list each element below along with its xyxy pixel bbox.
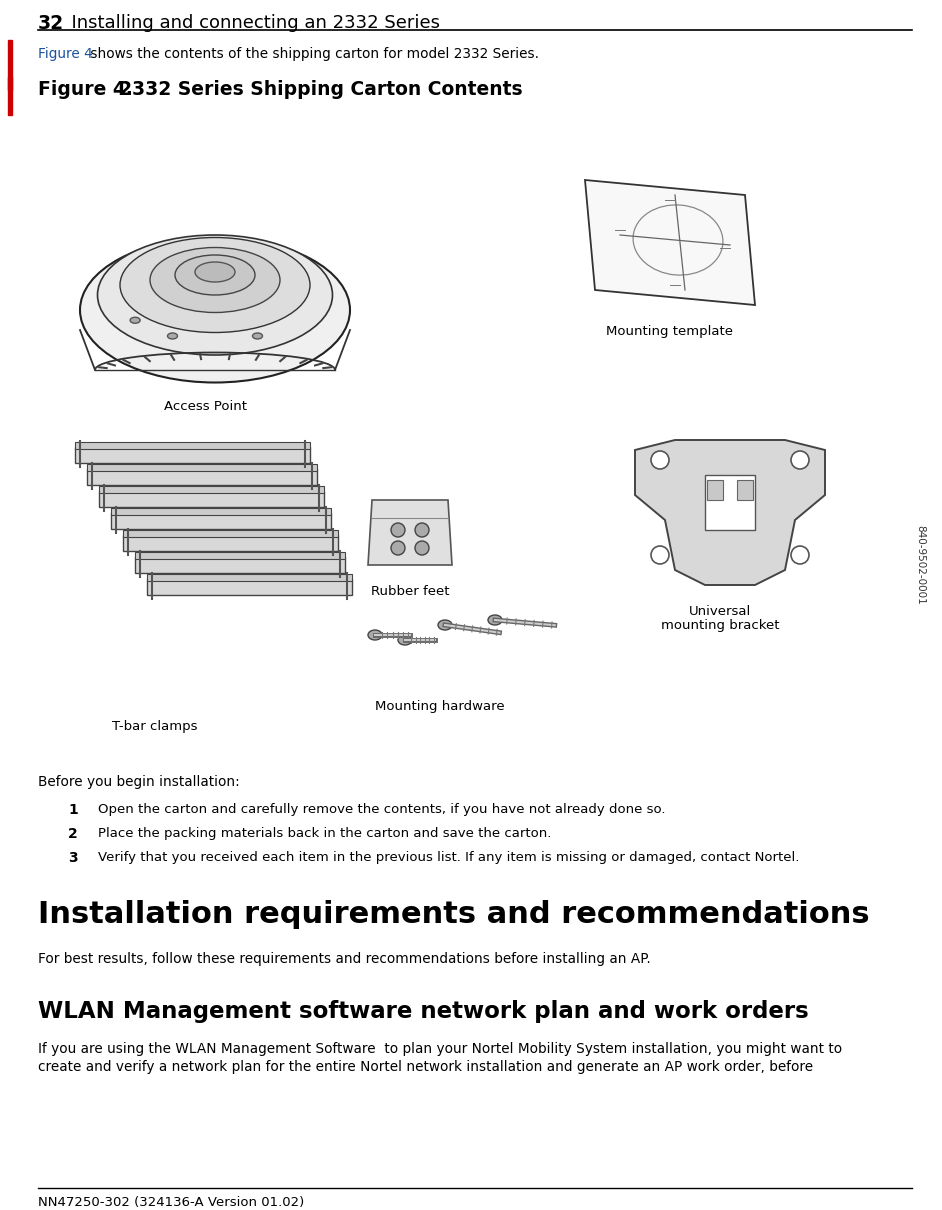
Text: Figure 4: Figure 4 — [38, 47, 92, 60]
Ellipse shape — [175, 255, 255, 295]
Ellipse shape — [80, 237, 350, 382]
FancyBboxPatch shape — [147, 574, 352, 581]
Ellipse shape — [252, 333, 263, 339]
Circle shape — [415, 541, 429, 555]
Text: 1: 1 — [68, 803, 78, 817]
Text: Open the carton and carefully remove the contents, if you have not already done : Open the carton and carefully remove the… — [98, 803, 665, 816]
Ellipse shape — [98, 235, 333, 355]
FancyBboxPatch shape — [147, 580, 352, 595]
Text: shows the contents of the shipping carton for model 2332 Series.: shows the contents of the shipping carto… — [86, 47, 539, 60]
Bar — [8, 77, 12, 115]
Ellipse shape — [488, 615, 502, 626]
FancyBboxPatch shape — [99, 491, 324, 507]
Text: Mounting hardware: Mounting hardware — [375, 701, 505, 713]
Ellipse shape — [368, 630, 382, 640]
Ellipse shape — [130, 317, 140, 323]
Polygon shape — [585, 180, 755, 305]
Ellipse shape — [150, 248, 280, 312]
Polygon shape — [705, 476, 755, 530]
Text: T-bar clamps: T-bar clamps — [112, 720, 198, 733]
Text: 32: 32 — [38, 15, 64, 33]
Ellipse shape — [120, 237, 310, 333]
Polygon shape — [368, 500, 452, 565]
Circle shape — [791, 546, 809, 564]
Circle shape — [391, 541, 405, 555]
FancyBboxPatch shape — [99, 486, 324, 492]
Text: NN47250-302 (324136-A Version 01.02): NN47250-302 (324136-A Version 01.02) — [38, 1195, 304, 1209]
Text: 2: 2 — [68, 826, 78, 841]
Text: Rubber feet: Rubber feet — [371, 584, 449, 598]
Circle shape — [791, 451, 809, 469]
Text: For best results, follow these requirements and recommendations before installin: For best results, follow these requireme… — [38, 952, 651, 966]
FancyBboxPatch shape — [135, 557, 345, 574]
Ellipse shape — [195, 263, 235, 282]
Circle shape — [415, 523, 429, 537]
Text: WLAN Management software network plan and work orders: WLAN Management software network plan an… — [38, 999, 809, 1022]
Ellipse shape — [438, 620, 452, 630]
FancyBboxPatch shape — [111, 508, 331, 515]
FancyBboxPatch shape — [75, 446, 310, 463]
Text: 840-9502-0001: 840-9502-0001 — [915, 525, 925, 605]
FancyBboxPatch shape — [135, 552, 345, 559]
Ellipse shape — [168, 333, 177, 339]
Text: Access Point: Access Point — [164, 401, 247, 413]
FancyBboxPatch shape — [707, 480, 723, 500]
Text: Verify that you received each item in the previous list. If any item is missing : Verify that you received each item in th… — [98, 851, 800, 864]
FancyBboxPatch shape — [737, 480, 753, 500]
Text: Figure 4.: Figure 4. — [38, 80, 133, 99]
Text: Installing and connecting an 2332 Series: Installing and connecting an 2332 Series — [60, 15, 440, 31]
Text: 3: 3 — [68, 851, 77, 865]
Text: create and verify a network plan for the entire Nortel network installation and : create and verify a network plan for the… — [38, 1060, 813, 1074]
Ellipse shape — [398, 635, 412, 645]
Text: Place the packing materials back in the carton and save the carton.: Place the packing materials back in the … — [98, 826, 551, 840]
Circle shape — [651, 451, 669, 469]
FancyBboxPatch shape — [87, 469, 317, 485]
Text: Universal: Universal — [689, 605, 751, 618]
FancyBboxPatch shape — [123, 535, 338, 551]
FancyBboxPatch shape — [123, 530, 338, 537]
Text: Mounting template: Mounting template — [607, 325, 734, 338]
FancyBboxPatch shape — [87, 463, 317, 471]
Text: Installation requirements and recommendations: Installation requirements and recommenda… — [38, 900, 869, 929]
Text: Before you begin installation:: Before you begin installation: — [38, 774, 240, 789]
Text: 2332 Series Shipping Carton Contents: 2332 Series Shipping Carton Contents — [93, 80, 523, 99]
Polygon shape — [635, 440, 825, 584]
Circle shape — [391, 523, 405, 537]
FancyBboxPatch shape — [75, 442, 310, 449]
Text: If you are using the WLAN Management Software  to plan your Nortel Mobility Syst: If you are using the WLAN Management Sof… — [38, 1042, 842, 1056]
Circle shape — [651, 546, 669, 564]
Text: mounting bracket: mounting bracket — [660, 620, 779, 632]
FancyBboxPatch shape — [111, 513, 331, 529]
Bar — [8, 40, 12, 90]
